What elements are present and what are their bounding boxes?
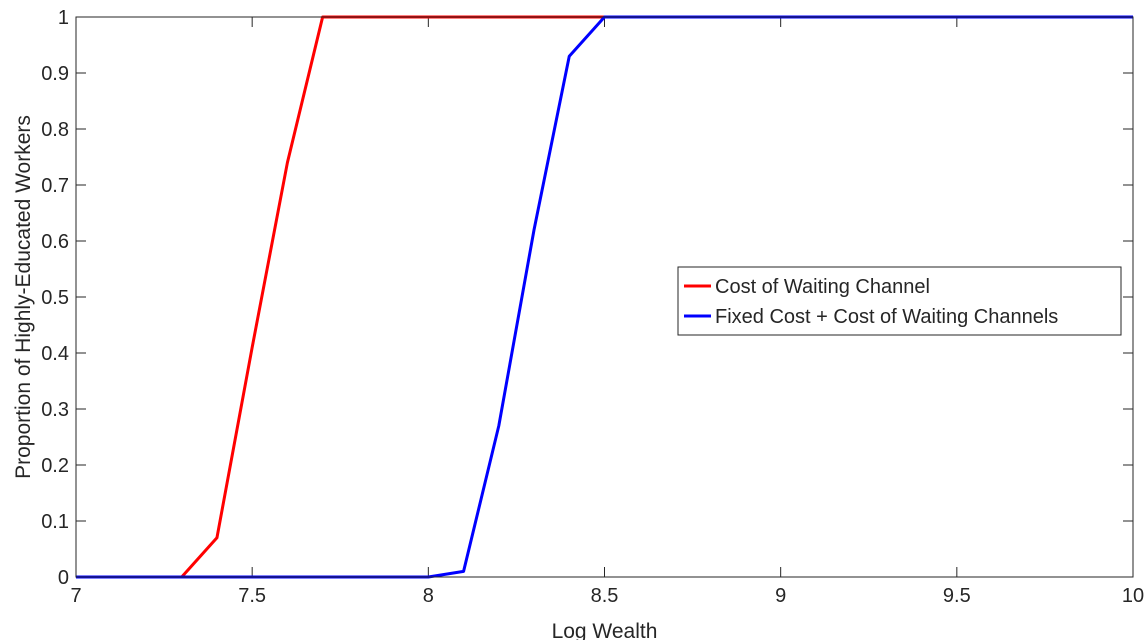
y-tick-label: 0.2 (41, 455, 69, 477)
y-axis-label: Proportion of Highly-Educated Workers (12, 115, 35, 479)
y-tick-label: 0.7 (41, 175, 69, 197)
x-tick-label: 7 (70, 585, 81, 607)
x-tick-label: 9 (775, 585, 786, 607)
y-tick-label: 0.8 (41, 119, 69, 141)
x-axis-label: Log Wealth (552, 620, 658, 640)
legend-entry-label: Cost of Waiting Channel (715, 276, 930, 298)
y-tick-label: 0.3 (41, 399, 69, 421)
legend-box (677, 266, 1122, 336)
y-tick-label: 0.6 (41, 231, 69, 253)
x-tick-label: 10 (1122, 585, 1144, 607)
y-tick-label: 0.1 (41, 511, 69, 533)
x-tick-label: 7.5 (238, 585, 266, 607)
legend-entry-label: Fixed Cost + Cost of Waiting Channels (715, 306, 1058, 328)
y-tick-label: 0 (58, 567, 69, 589)
y-tick-label: 0.4 (41, 343, 69, 365)
y-tick-label: 1 (58, 7, 69, 29)
y-tick-label: 0.5 (41, 287, 69, 309)
axes-frame (75, 16, 1134, 578)
legend: Cost of Waiting Channel Fixed Cost + Cost… (677, 266, 1122, 336)
x-tick-label: 8 (423, 585, 434, 607)
y-tick-label: 0.9 (41, 63, 69, 85)
plot-frame (75, 16, 1134, 578)
x-tick-label: 9.5 (943, 585, 971, 607)
x-tick-label: 8.5 (591, 585, 619, 607)
